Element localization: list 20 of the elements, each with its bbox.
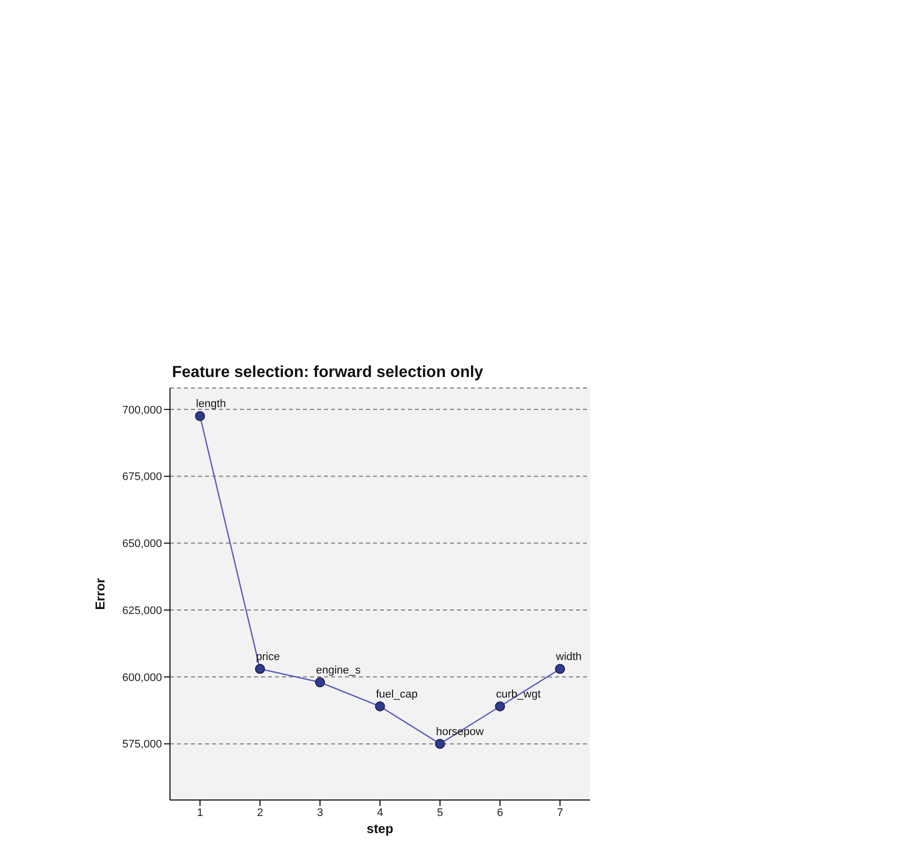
y-tick-label: 625,000 — [122, 604, 162, 617]
y-tick-label: 600,000 — [122, 672, 162, 684]
x-tick-label: 4 — [376, 806, 384, 819]
annotation: fuel_cap — [376, 688, 418, 700]
x-tick-label: 7 — [556, 806, 564, 819]
x-tick-label: 2 — [256, 806, 264, 819]
y-tick-label: 700,000 — [122, 404, 162, 416]
x-tick-label: 3 — [316, 806, 324, 819]
annotation: length — [196, 398, 226, 410]
x-tick-label: 1 — [196, 806, 204, 819]
y-tick-label: 575,000 — [122, 738, 162, 751]
x-tick-label: 5 — [436, 806, 444, 819]
x-tick-label: 6 — [496, 806, 504, 819]
annotation: width — [555, 650, 582, 663]
chart-title: Feature selection: forward selection only — [172, 364, 484, 382]
annotation: engine_s — [316, 664, 362, 676]
y-tick-label: 650,000 — [122, 538, 162, 550]
y-axis-title: Error — [92, 578, 108, 610]
x-axis-title: step — [366, 821, 394, 836]
y-tick-label: 675,000 — [122, 471, 162, 484]
